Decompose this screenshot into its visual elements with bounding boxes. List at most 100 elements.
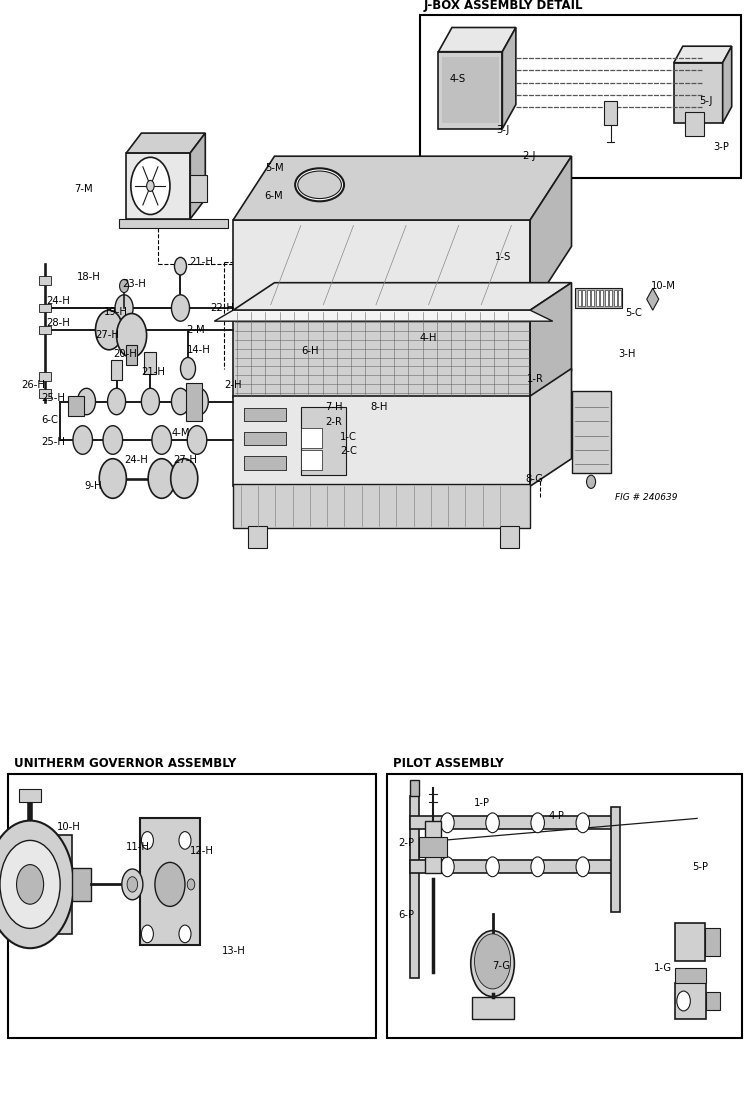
Circle shape	[73, 426, 92, 454]
Text: 6-P: 6-P	[399, 910, 414, 921]
Bar	[244, 408, 286, 421]
Bar	[68, 396, 84, 416]
Circle shape	[587, 475, 596, 488]
Circle shape	[171, 295, 190, 321]
Text: 25-H: 25-H	[41, 437, 65, 448]
Bar	[618, 290, 621, 306]
Circle shape	[190, 388, 208, 415]
Polygon shape	[723, 46, 732, 123]
Bar	[233, 220, 530, 310]
Bar	[301, 428, 322, 448]
Circle shape	[17, 865, 44, 904]
Text: 4-S: 4-S	[450, 74, 465, 85]
Bar	[591, 290, 594, 306]
Circle shape	[96, 310, 123, 350]
Bar	[111, 360, 122, 379]
Bar	[582, 290, 585, 306]
Circle shape	[171, 388, 190, 415]
Bar	[244, 432, 286, 446]
Bar	[575, 288, 622, 308]
Polygon shape	[233, 156, 572, 220]
Bar	[126, 153, 190, 219]
Bar	[675, 968, 706, 983]
Polygon shape	[674, 46, 732, 63]
Circle shape	[120, 279, 129, 293]
Bar	[705, 928, 720, 956]
Bar	[301, 450, 322, 470]
Text: 1-G: 1-G	[654, 962, 672, 974]
Bar	[8, 774, 376, 1038]
Text: 8-H: 8-H	[370, 402, 387, 412]
Text: 14-H: 14-H	[186, 344, 211, 355]
Bar	[596, 290, 599, 306]
Bar	[44, 835, 72, 934]
Text: 1-C: 1-C	[340, 431, 356, 442]
Circle shape	[576, 813, 590, 833]
Circle shape	[148, 459, 175, 498]
Text: 7-G: 7-G	[493, 960, 511, 971]
Bar	[420, 15, 741, 178]
Text: 10-H: 10-H	[56, 822, 80, 833]
Bar	[572, 390, 611, 473]
Bar	[685, 112, 704, 136]
Bar	[674, 63, 723, 123]
Text: 9-H: 9-H	[84, 481, 102, 492]
Polygon shape	[126, 133, 205, 153]
Text: 7-H: 7-H	[325, 402, 342, 412]
Text: 24-H: 24-H	[124, 454, 148, 465]
Circle shape	[99, 459, 126, 498]
Text: 27-H: 27-H	[173, 454, 197, 465]
Circle shape	[141, 925, 153, 943]
Circle shape	[141, 388, 159, 415]
Circle shape	[103, 426, 123, 454]
Text: FIG # 240639: FIG # 240639	[615, 493, 678, 502]
Circle shape	[108, 388, 126, 415]
Text: 7-M: 7-M	[74, 184, 92, 195]
Bar	[186, 383, 202, 421]
Text: 6-H: 6-H	[301, 345, 318, 356]
Bar	[500, 526, 519, 548]
Circle shape	[677, 991, 690, 1011]
Circle shape	[180, 358, 196, 379]
Text: 18-H: 18-H	[77, 272, 101, 283]
Polygon shape	[438, 28, 516, 52]
Text: 6-C: 6-C	[41, 415, 58, 426]
Text: 1-R: 1-R	[526, 374, 543, 385]
Text: 2-H: 2-H	[224, 379, 241, 390]
Polygon shape	[502, 28, 516, 129]
Text: 4-M: 4-M	[171, 428, 190, 439]
Text: 12-H: 12-H	[190, 846, 214, 857]
Text: 19-H: 19-H	[104, 307, 128, 318]
Bar	[19, 789, 41, 802]
Bar	[614, 290, 617, 306]
Bar	[675, 983, 706, 1019]
Bar	[611, 807, 620, 912]
Bar	[387, 774, 742, 1038]
Circle shape	[441, 857, 454, 877]
Bar	[244, 408, 286, 421]
Text: 2-P: 2-P	[399, 837, 414, 848]
Bar	[244, 432, 286, 446]
Bar	[190, 175, 207, 202]
Text: 3-J: 3-J	[496, 124, 510, 135]
Text: 2-R: 2-R	[325, 417, 341, 428]
Text: 1-P: 1-P	[474, 798, 490, 808]
Polygon shape	[530, 368, 572, 486]
Circle shape	[576, 857, 590, 877]
Circle shape	[127, 877, 138, 892]
Bar	[472, 997, 514, 1019]
Text: 2-C: 2-C	[340, 446, 356, 456]
Bar	[301, 407, 346, 475]
Circle shape	[141, 832, 153, 849]
Circle shape	[441, 813, 454, 833]
Circle shape	[486, 813, 499, 833]
Text: 2-J: 2-J	[523, 151, 536, 162]
Circle shape	[122, 869, 143, 900]
Circle shape	[0, 840, 60, 928]
Text: 20-H: 20-H	[113, 349, 137, 360]
Circle shape	[117, 314, 147, 358]
Text: 27-H: 27-H	[95, 330, 119, 341]
Text: 13-H: 13-H	[222, 946, 246, 957]
Circle shape	[179, 925, 191, 943]
Bar	[144, 352, 156, 374]
